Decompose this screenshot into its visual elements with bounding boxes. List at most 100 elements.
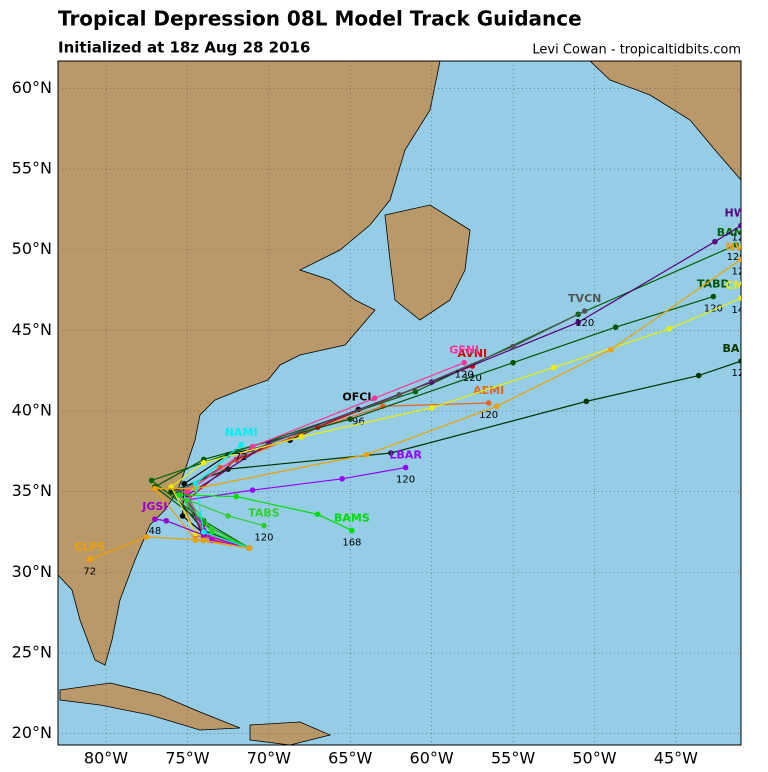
overlay: 96OFCL120AVNI120AEMI120BAMD120TABD120BAM… — [58, 61, 758, 745]
track-point — [179, 513, 186, 519]
track-point — [200, 529, 207, 535]
track-point — [339, 476, 345, 482]
track-point — [388, 450, 394, 456]
track-point — [298, 434, 305, 440]
track-point — [612, 324, 619, 330]
track-point — [412, 388, 419, 395]
track-point — [493, 403, 500, 410]
track-point — [738, 295, 741, 301]
track-point — [314, 511, 321, 518]
hour-label: 120 — [704, 304, 723, 315]
track-point — [402, 464, 409, 471]
track-point — [347, 416, 354, 422]
track-point — [363, 451, 370, 458]
hour-label: 120 — [731, 368, 750, 379]
hour-label: 120 — [455, 370, 474, 381]
track-point — [200, 459, 207, 466]
hour-label: 72 — [83, 566, 96, 577]
track-point — [510, 359, 516, 366]
track-line — [154, 518, 250, 549]
x-tick-label: 65°W — [328, 749, 372, 768]
track-point — [152, 485, 158, 492]
y-tick-label: 45°N — [12, 320, 52, 339]
credit: Levi Cowan - tropicaltidbits.com — [532, 43, 741, 58]
track-point — [738, 222, 741, 229]
hour-label: 96 — [352, 416, 365, 427]
track-point — [710, 293, 717, 300]
track-point — [695, 372, 702, 379]
track-point — [738, 358, 741, 364]
track-line — [194, 444, 250, 549]
track-point — [261, 522, 267, 529]
track-point — [575, 319, 581, 326]
model-label: TABS — [248, 507, 280, 520]
model-label: HWFI — [725, 207, 758, 220]
y-tick-label: 60°N — [12, 78, 52, 97]
track-point — [249, 487, 256, 493]
greenland — [589, 61, 741, 181]
track-point — [163, 517, 170, 524]
north-america — [58, 61, 441, 666]
track-point — [349, 527, 355, 534]
y-tick-label: 55°N — [12, 159, 52, 178]
track-point — [233, 493, 240, 500]
model-label: JGSI — [141, 500, 167, 513]
newfoundland — [384, 204, 471, 321]
track-point — [184, 496, 191, 503]
model-label: NVGI — [726, 240, 757, 253]
track-point — [581, 308, 588, 314]
hour-label: 120 — [396, 475, 415, 486]
subtitle: Initialized at 18z Aug 28 2016 — [58, 39, 310, 57]
track-point — [550, 364, 557, 371]
track-point — [607, 346, 614, 353]
model-label: AEMI — [473, 384, 504, 397]
hour-label: 144 — [731, 305, 750, 316]
track-line — [186, 362, 465, 549]
hour-label: 120 — [731, 266, 750, 277]
track-point — [712, 238, 718, 245]
y-tick-label: 40°N — [12, 401, 52, 420]
track-point — [738, 256, 741, 263]
track-point — [181, 480, 187, 487]
track-point — [733, 242, 739, 248]
model-label: AVNI — [458, 347, 488, 360]
model-label: LBAR — [389, 449, 422, 462]
hour-label: 120 — [479, 410, 498, 421]
x-tick-label: 80°W — [84, 749, 128, 768]
x-tick-label: 55°W — [491, 749, 535, 768]
track-point — [225, 513, 231, 519]
model-label: BAMS — [334, 511, 370, 524]
model-label: TVCN — [568, 292, 601, 305]
model-label: CLP5 — [74, 540, 105, 553]
track-point — [583, 398, 590, 405]
y-tick-label: 50°N — [12, 239, 52, 258]
hour-label: 48 — [149, 526, 162, 537]
model-label: TABD — [697, 278, 730, 291]
track-line — [89, 536, 250, 561]
model-label: NAMI — [225, 426, 258, 439]
track-point — [461, 359, 468, 366]
hour-label: 72 — [235, 452, 248, 463]
track-line — [186, 466, 406, 549]
track-point — [428, 405, 435, 411]
title: Tropical Depression 08L Model Track Guid… — [58, 7, 582, 31]
x-tick-label: 70°W — [247, 749, 291, 768]
track-point — [86, 556, 93, 563]
track-line — [177, 494, 353, 549]
track-point — [371, 395, 378, 401]
track-point — [176, 492, 183, 498]
track-point — [510, 343, 516, 350]
hour-label: 168 — [342, 537, 361, 548]
track-point — [152, 516, 158, 522]
hour-label: 120 — [463, 373, 482, 384]
track-point — [143, 534, 150, 540]
map-frame — [57, 60, 742, 746]
y-tick-label: 30°N — [12, 562, 52, 581]
track-point — [246, 545, 253, 551]
track-point — [666, 325, 673, 332]
track-point — [396, 392, 402, 398]
y-tick-label: 20°N — [12, 723, 52, 742]
x-tick-label: 60°W — [410, 749, 454, 768]
